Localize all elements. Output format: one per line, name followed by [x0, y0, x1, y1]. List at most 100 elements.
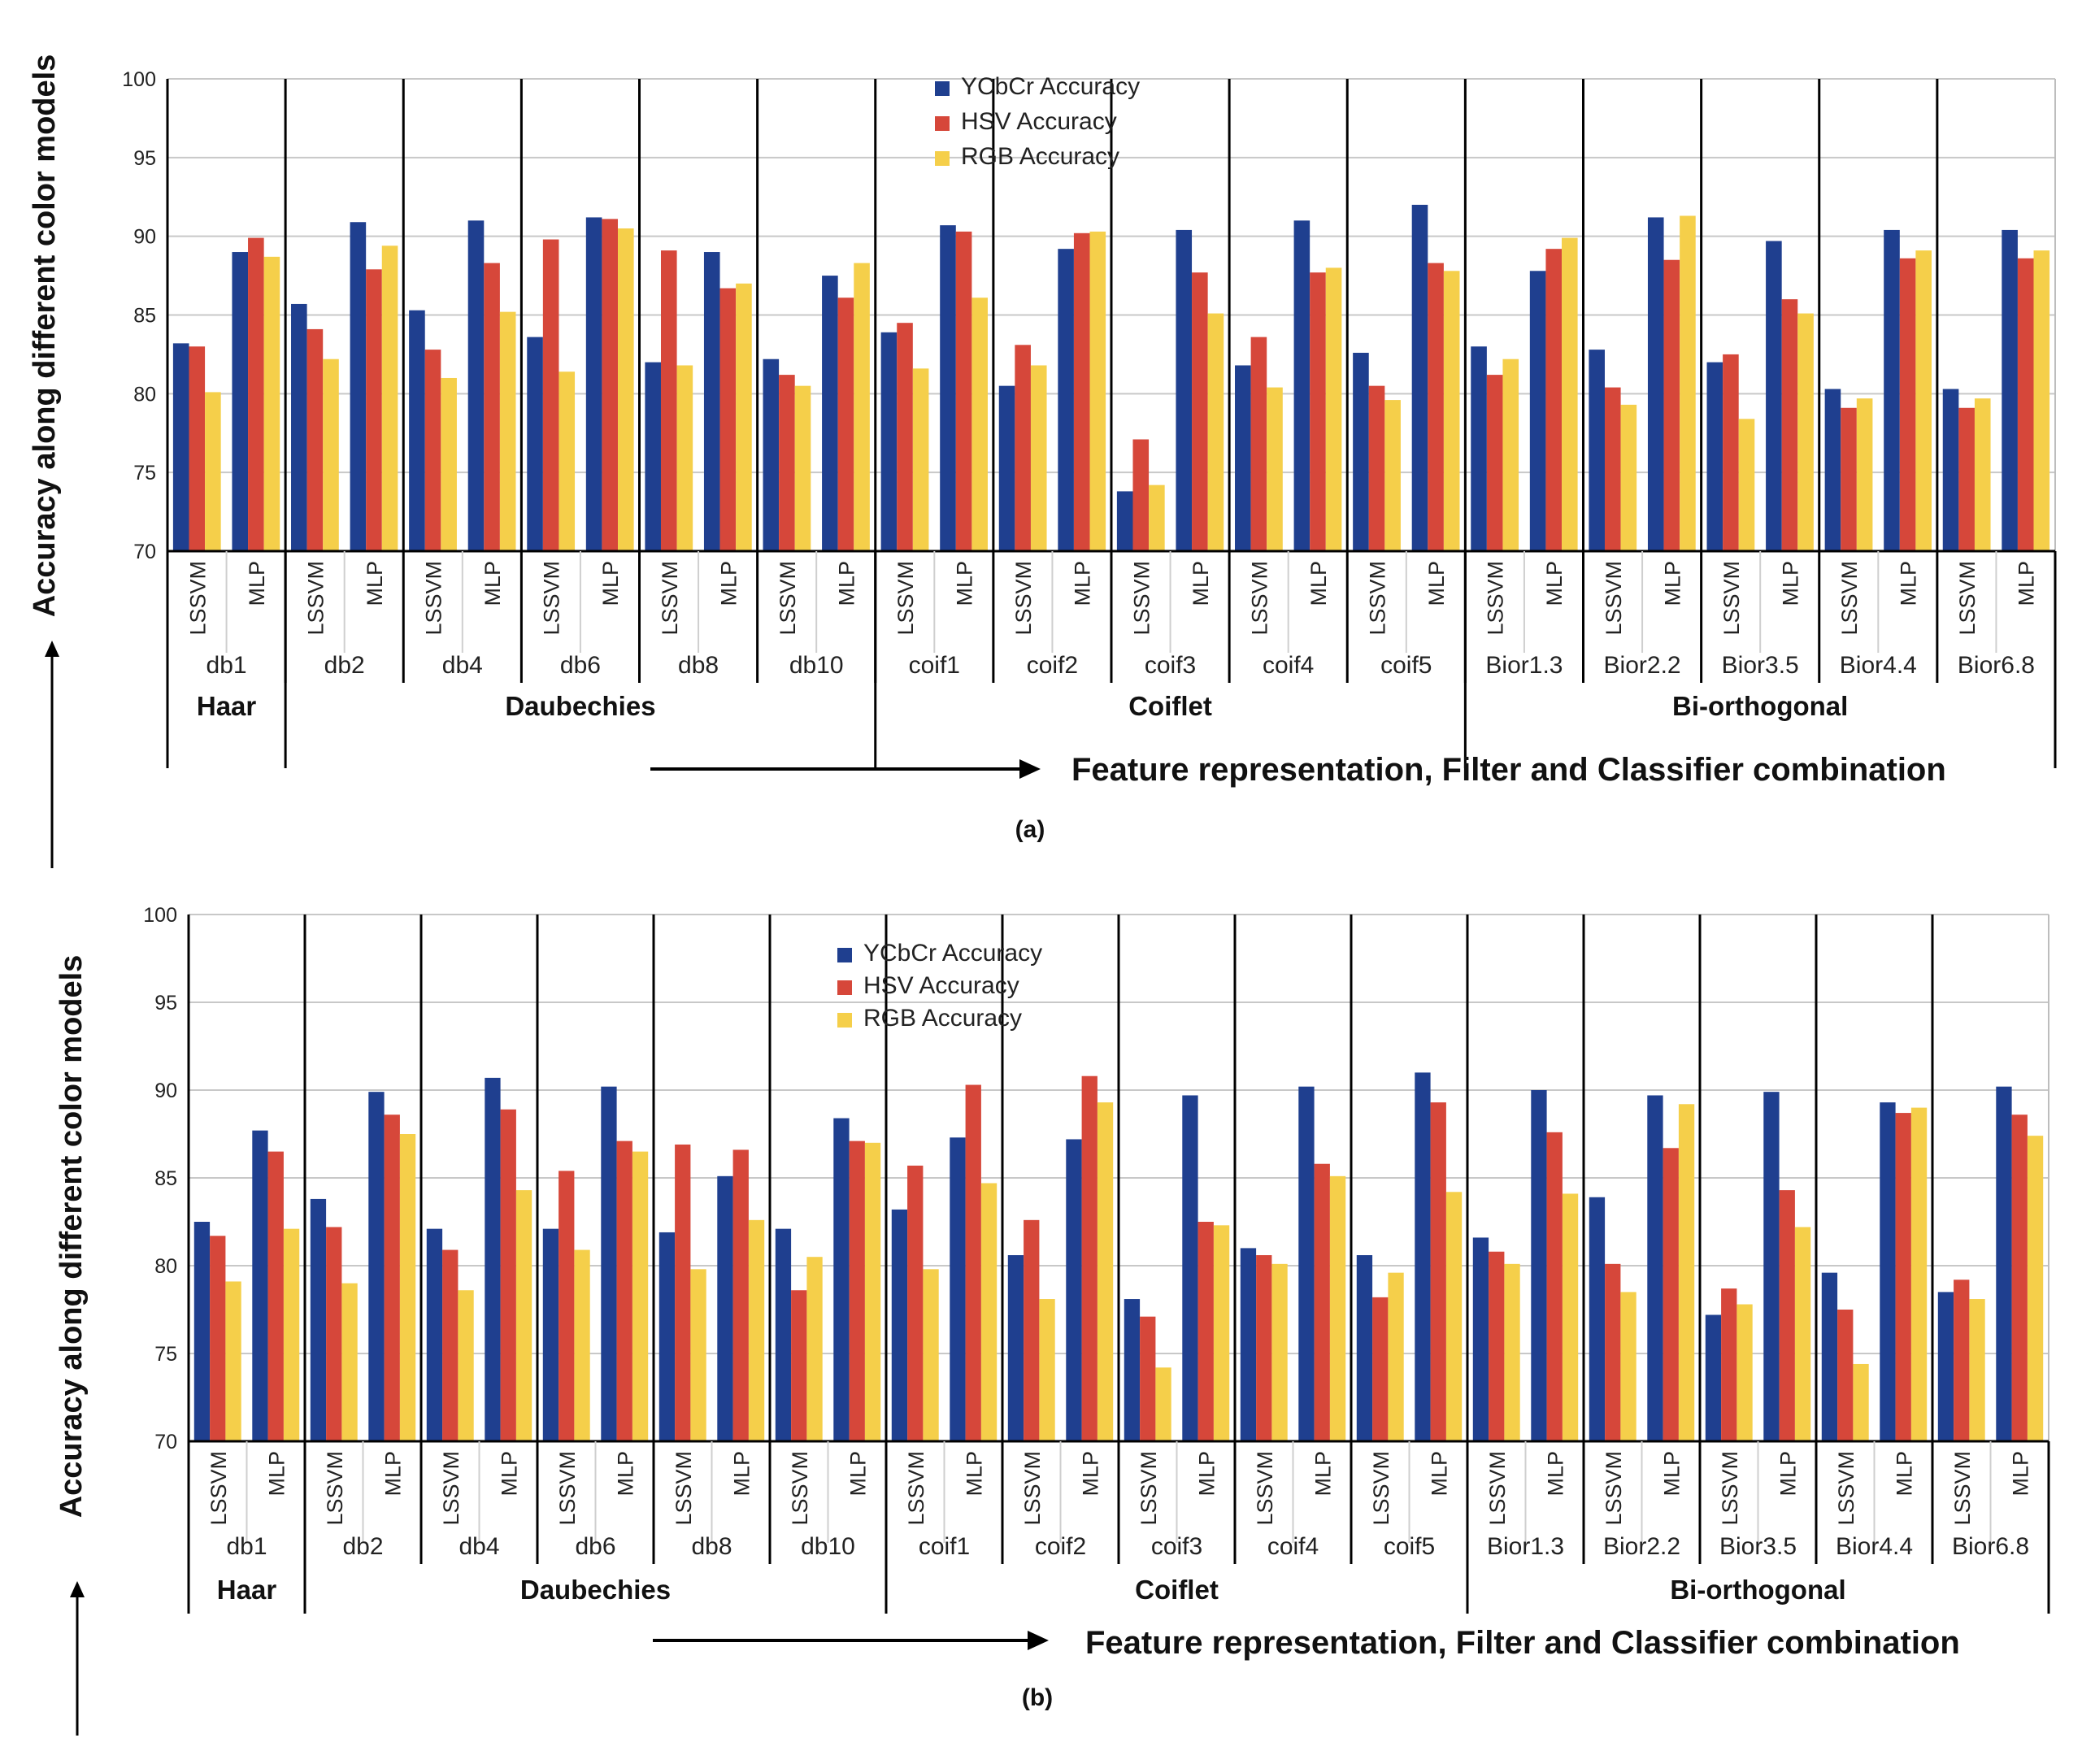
bar-rgb-db10-MLP	[864, 1142, 881, 1441]
bar-ycbcr-db4-LSSVM	[426, 1228, 443, 1441]
family-label: Daubechies	[505, 691, 655, 721]
filter-label: db8	[691, 1533, 732, 1560]
classifier-label: LSSVM	[1602, 1451, 1626, 1526]
bar-ycbcr-db4-LSSVM	[409, 310, 425, 551]
bar-rgb-db10-LSSVM	[794, 385, 811, 551]
bar-rgb-Bior2.2-MLP	[1680, 215, 1696, 551]
chart-panel-a: 70 75 80 85 90 95 100 LSSVM MLP db1 LSSVM MLP db2 LSS…	[28, 54, 2057, 868]
bar-rgb-db4-MLP	[515, 1190, 532, 1441]
legend-label: RGB Accuracy	[863, 1005, 1022, 1032]
bar-ycbcr-db4-MLP	[485, 1077, 501, 1441]
classifier-label: LSSVM	[672, 1451, 696, 1526]
bar-ycbcr-db6-MLP	[585, 217, 602, 551]
bar-rgb-coif1-LSSVM	[923, 1269, 939, 1441]
family-label: Haar	[197, 691, 257, 721]
filter-label: Bior1.3	[1485, 652, 1563, 679]
bar-hsv-db6-MLP	[616, 1141, 632, 1441]
y-tick-label: 85	[133, 305, 156, 328]
filter-label: Bior3.5	[1719, 1533, 1797, 1560]
classifier-label: MLP	[834, 561, 858, 606]
classifier-label: LSSVM	[904, 1451, 928, 1526]
legend-swatch-hsv	[837, 980, 852, 995]
bar-ycbcr-db1-MLP	[252, 1130, 268, 1441]
bar-rgb-db8-LSSVM	[676, 365, 693, 551]
classifier-label: LSSVM	[1602, 561, 1626, 636]
bar-rgb-db1-LSSVM	[205, 392, 221, 551]
family-label: Bi-orthogonal	[1670, 1575, 1845, 1605]
bar-rgb-coif5-LSSVM	[1388, 1272, 1404, 1441]
right-arrow-icon	[1028, 1631, 1049, 1650]
bar-rgb-coif3-MLP	[1207, 313, 1224, 551]
bar-ycbcr-coif4-MLP	[1298, 1086, 1315, 1441]
bar-ycbcr-db8-MLP	[717, 1175, 733, 1441]
y-tick-label: 70	[133, 541, 156, 563]
classifier-label: MLP	[380, 1451, 405, 1497]
bar-hsv-coif2-MLP	[1081, 1075, 1098, 1441]
filter-label: coif5	[1380, 652, 1432, 679]
bar-rgb-db8-LSSVM	[690, 1269, 706, 1441]
classifier-label: MLP	[363, 561, 387, 606]
bar-rgb-coif3-LSSVM	[1155, 1367, 1171, 1441]
bar-hsv-Bior1.3-MLP	[1546, 1132, 1563, 1441]
bar-ycbcr-coif1-MLP	[950, 1137, 966, 1441]
filter-label: Bior6.8	[1952, 1533, 2029, 1560]
classifier-label: MLP	[2015, 561, 2039, 606]
bar-ycbcr-coif2-MLP	[1058, 249, 1074, 551]
bar-hsv-coif3-LSSVM	[1140, 1316, 1156, 1441]
bar-hsv-coif3-LSSVM	[1132, 439, 1150, 551]
bar-hsv-db2-MLP	[366, 269, 382, 551]
y-tick-label: 95	[133, 147, 156, 170]
bar-rgb-Bior3.5-MLP	[1794, 1227, 1811, 1441]
bar-ycbcr-db8-MLP	[703, 252, 720, 551]
bar-rgb-coif4-MLP	[1329, 1175, 1346, 1441]
bar-rgb-Bior6.8-LSSVM	[1974, 398, 1991, 551]
bar-ycbcr-db8-LSSVM	[645, 362, 661, 551]
bar-rgb-Bior3.5-LSSVM	[1738, 419, 1755, 551]
bar-ycbcr-Bior6.8-MLP	[2002, 229, 2018, 551]
bar-hsv-Bior3.5-LSSVM	[1721, 1288, 1737, 1441]
bar-ycbcr-db10-LSSVM	[775, 1228, 792, 1441]
bar-hsv-db8-LSSVM	[660, 250, 677, 551]
bar-rgb-db4-LSSVM	[441, 377, 457, 551]
bar-rgb-coif2-LSSVM	[1030, 365, 1047, 551]
bar-hsv-coif5-MLP	[1430, 1102, 1446, 1441]
bar-ycbcr-db6-MLP	[601, 1086, 617, 1441]
bar-hsv-db2-LSSVM	[326, 1227, 342, 1441]
bar-ycbcr-db2-MLP	[368, 1092, 385, 1441]
y-axis-title: Accuracy along different color models	[54, 955, 89, 1519]
bar-rgb-db2-LSSVM	[323, 358, 339, 551]
bar-hsv-Bior3.5-LSSVM	[1723, 354, 1739, 551]
bar-hsv-Bior2.2-LSSVM	[1604, 387, 1621, 551]
classifier-label: MLP	[716, 561, 741, 606]
classifier-label: LSSVM	[1950, 1451, 1975, 1526]
bar-hsv-Bior4.4-MLP	[1899, 258, 1916, 551]
bar-hsv-db4-MLP	[484, 263, 500, 551]
bar-hsv-coif5-LSSVM	[1372, 1297, 1389, 1441]
bar-rgb-db6-MLP	[618, 228, 634, 551]
bar-hsv-db1-LSSVM	[210, 1236, 226, 1441]
classifier-label: LSSVM	[206, 1451, 231, 1526]
chart-panel-b: 70 75 80 85 90 95 100 LSSVM MLP db1 LSSVM MLP db2 LSS…	[54, 904, 2050, 1736]
bar-rgb-Bior1.3-LSSVM	[1504, 1263, 1520, 1441]
filter-label: db4	[442, 652, 483, 679]
bar-hsv-db6-LSSVM	[542, 239, 559, 551]
filter-label: db4	[459, 1533, 499, 1560]
bar-ycbcr-coif4-LSSVM	[1235, 365, 1251, 551]
bar-hsv-Bior2.2-LSSVM	[1605, 1263, 1621, 1441]
bar-ycbcr-Bior3.5-MLP	[1763, 1092, 1780, 1441]
y-tick-label: 90	[133, 226, 156, 249]
bar-ycbcr-db6-LSSVM	[527, 337, 543, 551]
bar-ycbcr-Bior1.3-LSSVM	[1471, 346, 1487, 551]
bar-rgb-Bior4.4-MLP	[1910, 1107, 1928, 1441]
filter-label: Bior2.2	[1603, 1533, 1680, 1560]
bar-ycbcr-Bior1.3-MLP	[1531, 1090, 1547, 1441]
bar-rgb-Bior3.5-MLP	[1797, 313, 1814, 551]
bar-rgb-coif1-MLP	[971, 298, 988, 551]
bar-ycbcr-db8-LSSVM	[659, 1232, 676, 1441]
bar-ycbcr-db1-MLP	[232, 252, 249, 551]
bar-ycbcr-db10-LSSVM	[763, 358, 780, 551]
bar-ycbcr-coif1-LSSVM	[891, 1209, 908, 1441]
bar-rgb-Bior4.4-LSSVM	[1853, 1363, 1869, 1441]
filter-label: Bior2.2	[1604, 652, 1681, 679]
bar-hsv-Bior1.3-LSSVM	[1486, 375, 1503, 551]
